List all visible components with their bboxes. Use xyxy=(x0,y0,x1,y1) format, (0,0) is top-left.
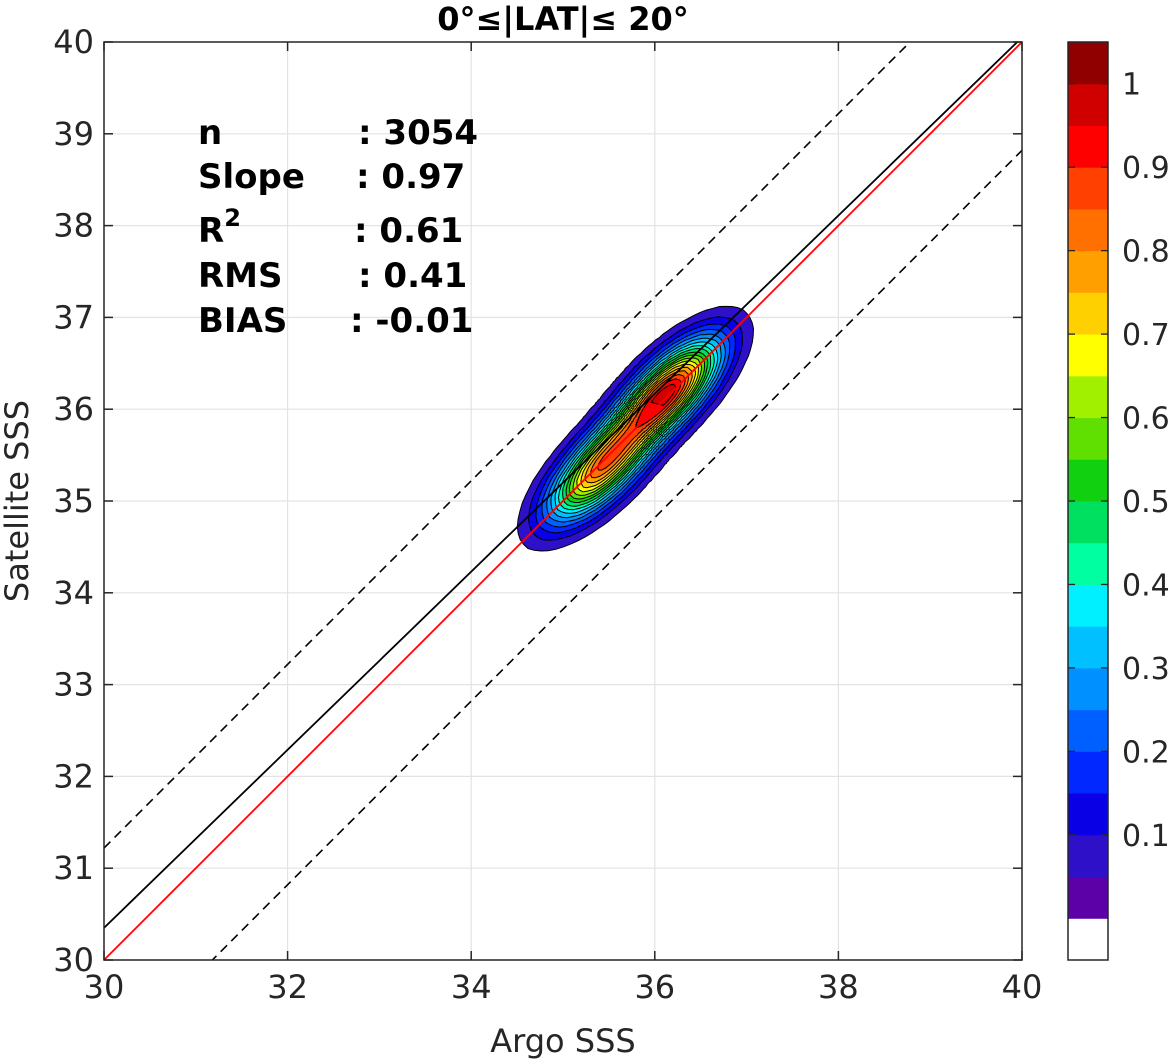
colorbar-segment xyxy=(1068,334,1108,377)
stat-bias-label: BIAS xyxy=(198,301,287,341)
reference-lines xyxy=(104,42,1022,960)
colorbar-segment xyxy=(1068,125,1108,168)
one-to-one-line xyxy=(104,42,1022,960)
stat-rms-label: RMS xyxy=(198,256,283,296)
stat-slope-label: Slope xyxy=(198,157,305,197)
colorbar-segment xyxy=(1068,626,1108,669)
colorbar-segment xyxy=(1068,667,1108,711)
x-tick-label: 34 xyxy=(451,968,492,1006)
axis-ticks xyxy=(103,41,1023,961)
colorbar-segment xyxy=(1068,751,1108,794)
colorbar-segment xyxy=(1068,292,1108,335)
stat-r2-label: R2 xyxy=(198,204,241,251)
y-tick-label: 40 xyxy=(53,23,94,61)
colorbar-segment xyxy=(1068,584,1108,627)
colorbar-tick-label: 0.7 xyxy=(1122,318,1170,353)
colorbar-tick-label: 0.4 xyxy=(1122,568,1170,603)
y-tick-label: 38 xyxy=(53,207,94,245)
colorbar-segment xyxy=(1068,417,1108,460)
y-tick-label: 37 xyxy=(53,298,94,336)
y-tick-label: 32 xyxy=(53,757,94,795)
colorbar-segment xyxy=(1068,834,1108,878)
colorbar-segment xyxy=(1068,918,1108,961)
y-tick-label: 31 xyxy=(53,849,94,887)
x-axis-label: Argo SSS xyxy=(490,1022,635,1060)
colorbar-segment xyxy=(1068,542,1108,585)
y-tick-labels: 30 31 32 33 34 35 36 37 38 39 40 xyxy=(53,23,94,979)
fit-line xyxy=(104,42,1019,929)
y-tick-label: 33 xyxy=(53,666,94,704)
colorbar-segment xyxy=(1068,709,1108,752)
grid-lines xyxy=(103,41,1023,961)
colorbar-segment xyxy=(1068,501,1108,544)
x-tick-label: 30 xyxy=(84,968,125,1006)
colorbar xyxy=(1067,41,1109,961)
y-tick-label: 36 xyxy=(53,390,94,428)
colorbar-tick-label: 0.1 xyxy=(1122,819,1170,854)
colorbar-tick-label: 0.9 xyxy=(1122,151,1170,186)
stat-n-label: n xyxy=(198,113,222,153)
colorbar-tick-labels: 0.1 0.2 0.3 0.4 0.5 0.6 0.7 0.8 0.9 1 xyxy=(1122,68,1170,854)
colorbar-segment xyxy=(1068,375,1108,419)
colorbar-segment xyxy=(1068,250,1108,293)
colorbar-segment xyxy=(1068,208,1108,252)
colorbar-tick-label: 1 xyxy=(1122,68,1141,103)
x-tick-label: 40 xyxy=(1002,968,1043,1006)
x-tick-labels: 30 32 34 36 38 40 xyxy=(84,968,1043,1006)
colorbar-segment xyxy=(1068,167,1108,210)
chart-title: 0°≤|LAT|≤ 20° xyxy=(437,0,688,39)
y-tick-label: 30 xyxy=(53,941,94,979)
colorbar-segment xyxy=(1068,459,1108,502)
colorbar-tick-label: 0.5 xyxy=(1122,485,1170,520)
colorbar-segment xyxy=(1068,83,1108,126)
stats-annotation: n : 3054 Slope : 0.97 R2 : 0.61 RMS : 0.… xyxy=(198,113,478,341)
stat-r2-value: : 0.61 xyxy=(354,211,463,251)
colorbar-tick-label: 0.8 xyxy=(1122,235,1170,270)
x-tick-label: 36 xyxy=(634,968,675,1006)
colorbar-tick-label: 0.3 xyxy=(1122,652,1170,687)
colorbar-tick-label: 0.6 xyxy=(1122,402,1170,437)
y-axis-label: Satellite SSS xyxy=(0,400,36,602)
colorbar-segment xyxy=(1068,42,1108,85)
stat-slope-value: : 0.97 xyxy=(356,157,465,197)
bound-line-1 xyxy=(211,149,1022,960)
colorbar-segment xyxy=(1068,793,1108,836)
stat-rms-value: : 0.41 xyxy=(358,256,467,296)
stat-bias-value: : -0.01 xyxy=(350,301,473,341)
y-tick-label: 35 xyxy=(53,482,94,520)
x-tick-label: 32 xyxy=(267,968,308,1006)
bound-line-0 xyxy=(104,42,912,849)
contour-level-19 xyxy=(650,383,677,406)
colorbar-tick-label: 0.2 xyxy=(1122,735,1170,770)
y-tick-label: 34 xyxy=(53,574,94,612)
colorbar-segment xyxy=(1068,876,1108,919)
y-tick-label: 39 xyxy=(53,115,94,153)
x-tick-label: 38 xyxy=(818,968,859,1006)
stat-n-value: : 3054 xyxy=(358,113,478,153)
